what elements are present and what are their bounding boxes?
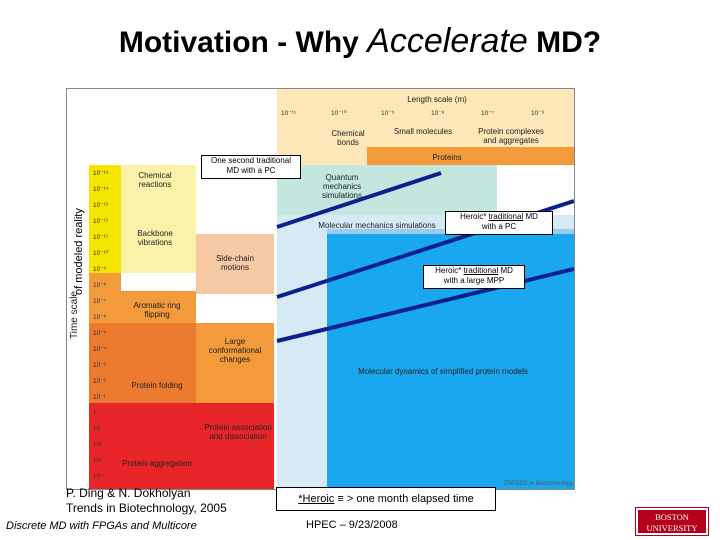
heroic-symbol: ≡ <box>337 493 344 505</box>
callout-heroic-mpp-u: traditional <box>463 266 499 275</box>
label-small-molecules: Small molecules <box>393 127 453 136</box>
y-tick: 10⁻¹⁴ <box>93 186 109 193</box>
callout-heroic-pc-post: MD <box>523 212 538 221</box>
callout-heroic-mpp-pre: Heroic* <box>435 266 464 275</box>
region-side-chain <box>196 234 274 294</box>
y-tick: 10⁻⁷ <box>93 298 107 305</box>
y-tick: 10⁻⁴ <box>93 346 107 353</box>
label-aromatic: Aromatic ring flipping <box>133 301 181 319</box>
line-pc <box>276 171 442 229</box>
region-large-conf <box>89 323 196 403</box>
y-tick: 10 <box>93 425 101 432</box>
y-tick: 10³ <box>93 457 103 464</box>
y-tick: 1 <box>93 409 97 416</box>
citation: P. Ding & N. Dokholyan Trends in Biotech… <box>66 486 227 516</box>
label-association: Protein association and dissociation <box>204 423 272 441</box>
x-axis-label: Length scale (m) <box>407 95 467 104</box>
x-tick: 10⁻⁷ <box>481 110 495 117</box>
x-tick: 10⁻¹⁰ <box>331 110 347 117</box>
y-tick: 10⁻¹³ <box>93 202 108 209</box>
y-tick: 10² <box>93 441 103 448</box>
y-tick: 10⁻⁵ <box>93 330 107 337</box>
y-tick: 10⁻⁹ <box>93 266 107 273</box>
label-proteins: Proteins <box>432 153 462 162</box>
callout-heroic-pc-u: traditional <box>488 212 524 221</box>
callout-heroic-pc: Heroic* traditional MD with a PC <box>445 211 553 235</box>
y-tick: 10⁻³ <box>93 362 106 369</box>
boston-university-logo: BOSTON UNIVERSITY <box>635 507 709 536</box>
region-aromatic <box>89 273 121 323</box>
label-side-chain: Side-chain motions <box>216 254 254 272</box>
region-aromatic-b <box>121 291 196 323</box>
region-chemical-reactions-b <box>121 165 196 273</box>
x-tick: 10⁻⁹ <box>381 110 395 117</box>
x-tick: 10⁻⁸ <box>431 110 445 117</box>
label-md-models: Molecular dynamics of simplified protein… <box>358 367 528 376</box>
x-tick: 10⁻⁶ <box>531 110 545 117</box>
label-protein-complexes: Protein complexes and aggregates <box>478 127 544 145</box>
label-chemical-bonds: Chemical bonds <box>331 129 365 147</box>
title-text-post: MD? <box>527 26 602 59</box>
citation-line1: P. Ding & N. Dokholyan <box>66 486 191 500</box>
timescale-lengthscale-figure: Time scale of modeled reality Length sca… <box>66 88 575 490</box>
y-tick: 10⁻⁸ <box>93 282 107 289</box>
label-quantum: Quantum mechanics simulations <box>321 173 362 200</box>
callout-pc: One second traditional MD with a PC <box>201 155 301 179</box>
label-folding: Protein folding <box>131 381 183 390</box>
callout-pc-line1: One second traditional <box>210 156 292 165</box>
footer-left: Discrete MD with FPGAs and Multicore <box>6 520 197 532</box>
y-tick: 10⁴ <box>93 473 104 480</box>
label-chemical-reactions: Chemical reactions <box>138 171 172 189</box>
callout-heroic-mpp-post: MD <box>498 266 513 275</box>
footer-center: HPEC – 9/23/2008 <box>306 519 398 531</box>
y-tick: 10⁻¹ <box>93 394 106 401</box>
journal-credit: TRENDS in Biotechnology <box>503 481 574 487</box>
region-large-conf-b <box>196 323 274 403</box>
region-chemical-reactions <box>89 165 121 273</box>
scaling-lines <box>276 171 574 343</box>
x-tick: 10⁻¹¹ <box>281 110 296 117</box>
label-mm: Molecular mechanics simulations <box>318 221 436 230</box>
citation-line2: Trends in Biotechnology, 2005 <box>66 501 227 515</box>
title-text-pre: Motivation - Why <box>118 26 368 59</box>
y-tick: 10⁻¹⁰ <box>93 250 109 257</box>
callout-heroic-mpp: Heroic* traditional MD with a large MPP <box>423 265 525 289</box>
y-tick: 10⁻¹¹ <box>93 234 108 241</box>
heroic-definition: *Heroic ≡ > one month elapsed time <box>276 487 496 511</box>
label-large-conf: Large conformational changes <box>208 337 262 364</box>
callout-heroic-pc-line2: with a PC <box>481 222 517 231</box>
region-header-proteins <box>367 147 574 165</box>
callout-heroic-mpp-line2: with a large MPP <box>443 276 505 285</box>
y-tick: 10⁻¹⁵ <box>93 170 109 177</box>
region-association <box>89 403 274 489</box>
label-aggregation: Protein aggregation <box>122 459 192 468</box>
logo-line2: UNIVERSITY <box>646 523 698 533</box>
title-text-italic: Accelerate <box>367 22 528 60</box>
y-tick: 10⁻⁶ <box>93 314 107 321</box>
y-tick: 10⁻¹² <box>93 218 108 225</box>
callout-heroic-pc-pre: Heroic* <box>460 212 489 221</box>
heroic-term: *Heroic <box>298 493 335 505</box>
label-backbone: Backbone vibrations <box>137 229 173 247</box>
y-tick: 10⁻² <box>93 378 106 385</box>
callout-pc-line2: MD with a PC <box>226 166 276 175</box>
slide-title: Motivation - Why Accelerate MD? <box>0 22 720 61</box>
logo-line1: BOSTON <box>655 512 689 522</box>
heroic-text: > one month elapsed time <box>346 493 474 505</box>
